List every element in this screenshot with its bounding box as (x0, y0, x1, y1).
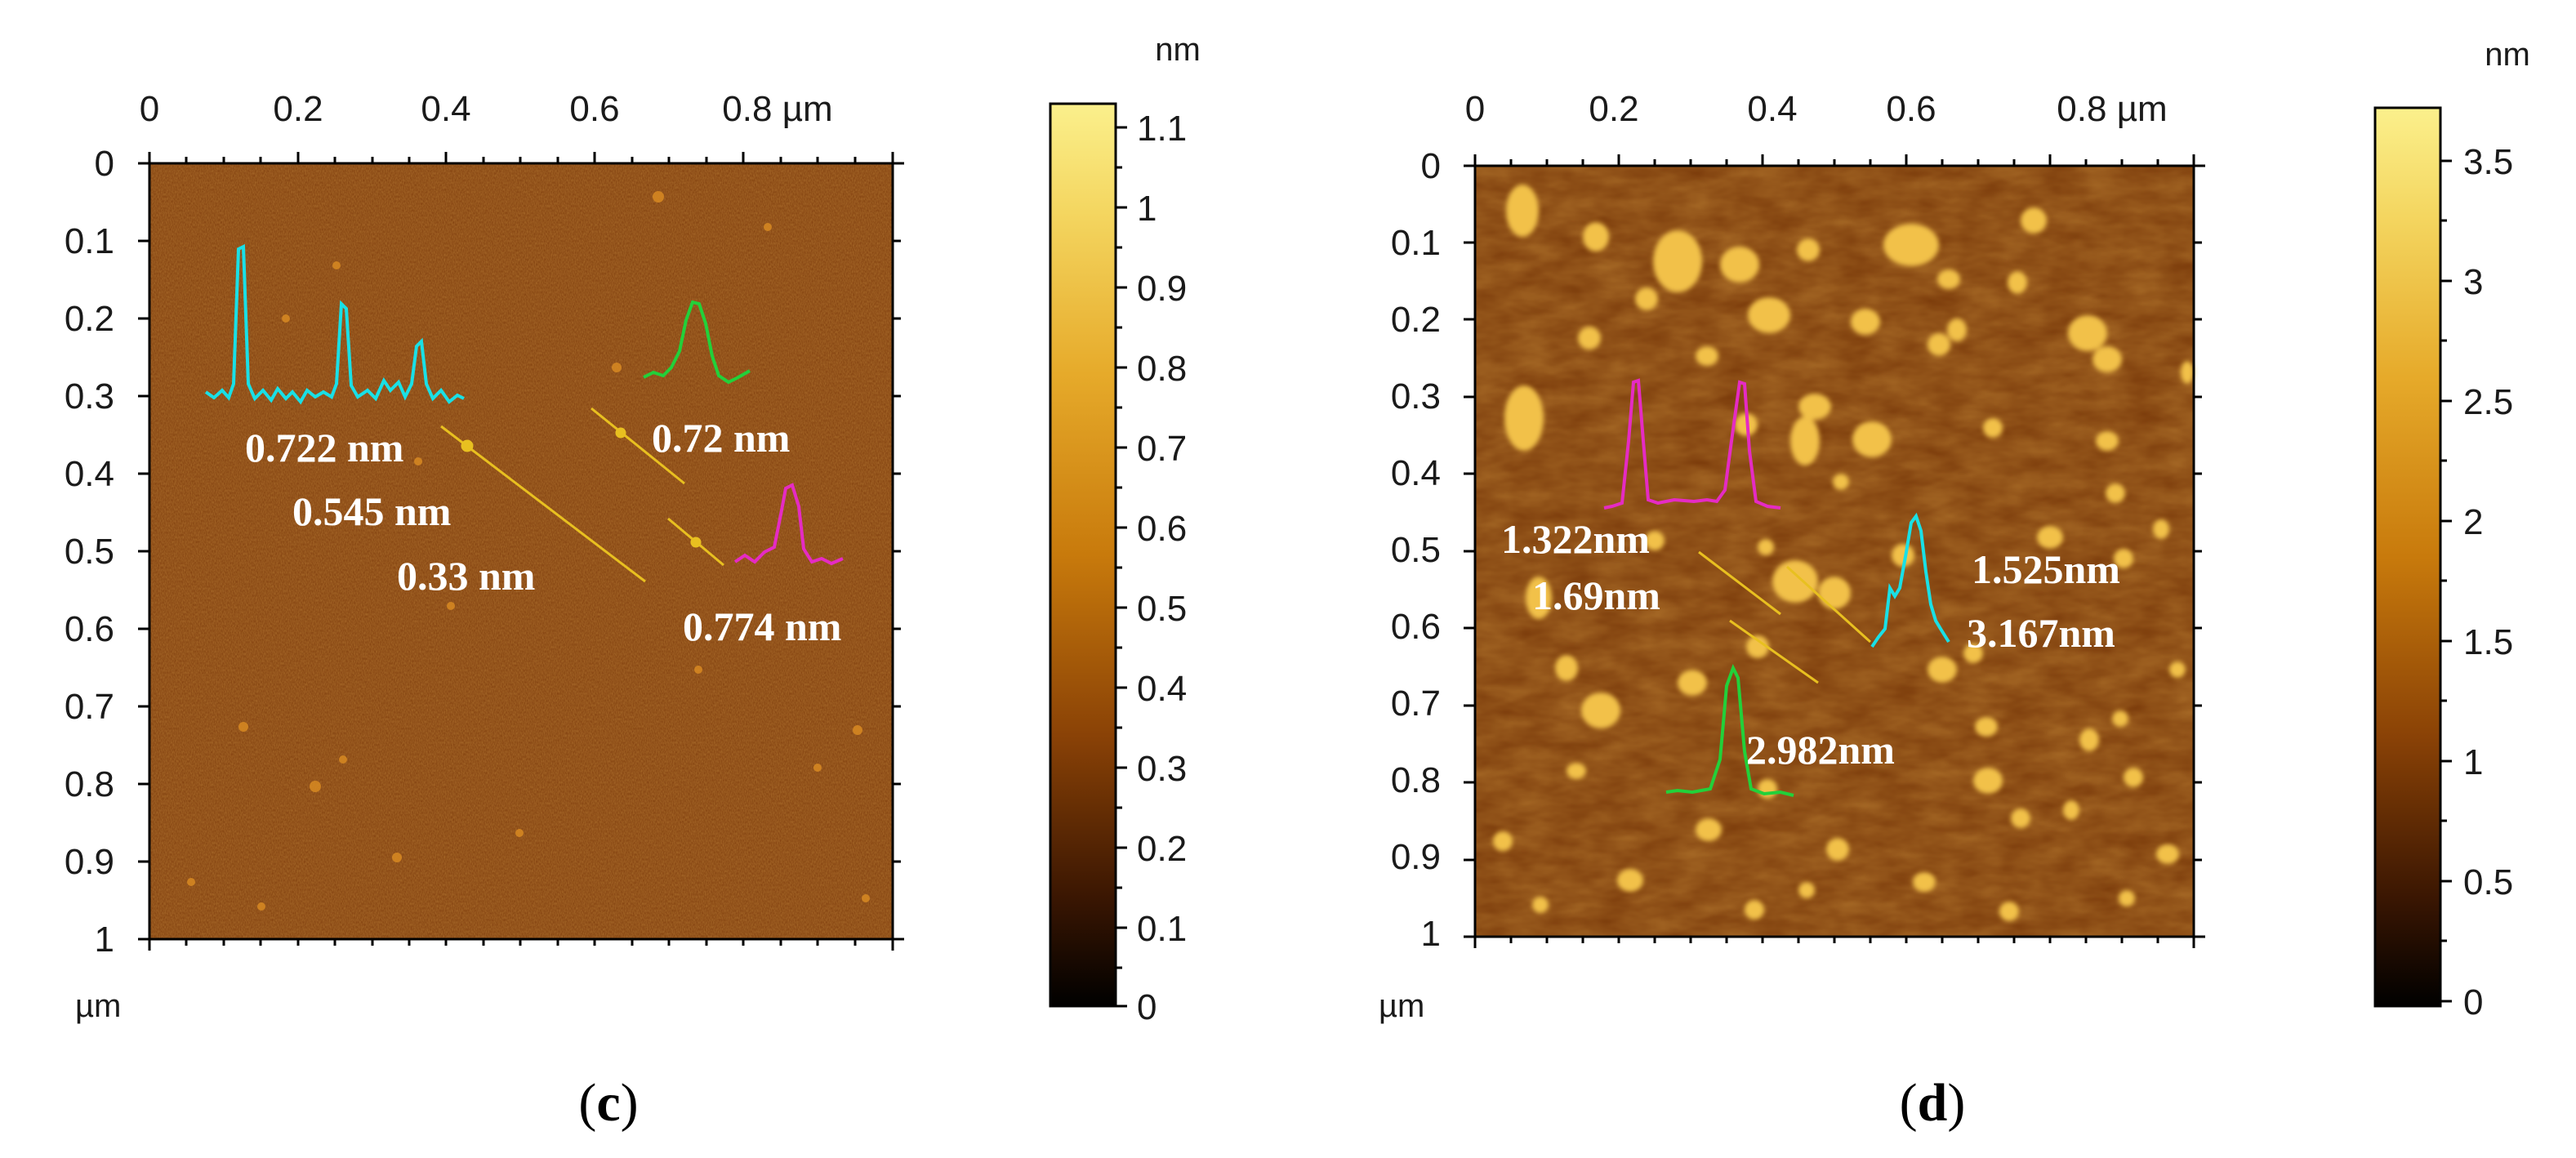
annotation-2982: 2.982nm (1746, 727, 1895, 773)
y-tick-5: 0.5 (65, 532, 114, 572)
cbar-tick-5: 0.6 (1137, 509, 1187, 549)
height-profile-green-c (643, 300, 751, 385)
y-tick-10: 1 (1421, 914, 1441, 954)
y-tick-4: 0.4 (65, 454, 114, 494)
annotation-072: 0.72 nm (652, 415, 790, 461)
y-tick-7: 0.7 (1391, 684, 1441, 724)
cbar-tick-2: 0.9 (1137, 269, 1187, 309)
y-tick-9: 0.9 (1391, 837, 1441, 877)
height-profile-cyan-d (1870, 512, 1950, 648)
y-tick-0: 0 (1421, 146, 1441, 186)
y-tick-2: 0.2 (1391, 300, 1441, 340)
x-tick-4: 0.8 µm (2057, 89, 2167, 129)
scan-lines-d (1698, 550, 1872, 684)
y-tick-7: 0.7 (65, 687, 114, 727)
cbar-tick-7: 0 (2463, 982, 2483, 1022)
x-tick-2: 0.4 (1747, 89, 1797, 129)
axis-ticks-c (138, 152, 904, 951)
cbar-tick-6: 0.5 (1137, 589, 1187, 629)
cbar-tick-2: 2.5 (2463, 382, 2513, 422)
afm-image-d (1475, 166, 2194, 937)
cbar-tick-1: 3 (2463, 262, 2483, 302)
cbar-tick-3: 2 (2463, 502, 2483, 542)
cbar-tick-9: 0.2 (1137, 829, 1187, 869)
x-tick-1: 0.2 (273, 89, 323, 129)
height-profile-cyan-c (204, 243, 465, 405)
y-tick-9: 0.9 (65, 842, 114, 882)
x-axis-labels-d: 0 0.2 0.4 0.6 0.8 µm (1465, 89, 2168, 129)
annotation-0722: 0.722 nm (245, 425, 403, 470)
caption-d: (d) (1900, 1073, 1966, 1133)
height-profile-magenta-d (1603, 378, 1781, 510)
cbar-tick-3: 0.8 (1137, 349, 1187, 389)
y-unit-label: µm (1379, 988, 1424, 1024)
y-tick-10: 1 (95, 920, 114, 960)
y-unit-label: µm (75, 988, 121, 1024)
y-tick-8: 0.8 (65, 764, 114, 804)
y-tick-3: 0.3 (1391, 376, 1441, 416)
cbar-tick-4: 1.5 (2463, 622, 2513, 662)
y-axis-labels-c: 0 0.1 0.2 0.3 0.4 0.5 0.6 0.7 0.8 0.9 1 (65, 144, 114, 960)
y-tick-3: 0.3 (65, 376, 114, 416)
annotation-1525: 1.525nm (1972, 546, 2120, 592)
annotation-169: 1.69nm (1532, 572, 1660, 618)
height-profile-magenta-c (733, 483, 844, 566)
y-tick-1: 0.1 (1391, 223, 1441, 263)
annotation-1322: 1.322nm (1501, 516, 1650, 562)
annotation-0774: 0.774 nm (683, 603, 841, 649)
colorbar-unit: nm (2485, 37, 2530, 73)
cbar-tick-7: 0.4 (1137, 669, 1187, 709)
cbar-tick-6: 0.5 (2463, 862, 2513, 902)
cbar-tick-1: 1 (1137, 189, 1157, 229)
x-tick-3: 0.6 (1886, 89, 1936, 129)
annotation-3167: 3.167nm (1967, 610, 2115, 656)
x-tick-4: 0.8 µm (722, 89, 832, 129)
annotation-0545: 0.545 nm (292, 488, 451, 534)
y-tick-6: 0.6 (1391, 607, 1441, 647)
x-axis-labels-c: 0 0.2 0.4 0.6 0.8 µm (140, 89, 833, 129)
cbar-tick-8: 0.3 (1137, 749, 1187, 789)
y-tick-4: 0.4 (1391, 453, 1441, 493)
annotations-d: 1.322nm 1.69nm 1.525nm 3.167nm 2.982nm (1501, 516, 2120, 773)
axis-ticks-d (1464, 154, 2205, 948)
y-tick-8: 0.8 (1391, 760, 1441, 800)
cbar-tick-0: 3.5 (2463, 142, 2513, 182)
colorbar-unit: nm (1155, 32, 1201, 68)
x-tick-1: 0.2 (1589, 89, 1638, 129)
caption-c: (c) (578, 1073, 638, 1133)
colorbar-d: nm 3.5 3 2.5 2 1.5 1 0.5 0 (2373, 37, 2530, 1022)
height-profile-green-d (1665, 663, 1794, 797)
x-tick-0: 0 (1465, 89, 1485, 129)
annotation-033: 0.33 nm (397, 553, 535, 599)
y-tick-6: 0.6 (65, 609, 114, 649)
afm-panel-d: 0 0.2 0.4 0.6 0.8 µm 0 0.1 0.2 0.3 0.4 0… (1379, 37, 2530, 1133)
colorbar-c: nm 1.1 1 0.9 0.8 0.7 0.6 0.5 0.4 0.3 0.2… (1049, 32, 1201, 1027)
annotations-c: 0.722 nm 0.545 nm 0.33 nm 0.72 nm 0.774 … (245, 415, 841, 649)
y-tick-5: 0.5 (1391, 530, 1441, 570)
y-axis-labels-d: 0 0.1 0.2 0.3 0.4 0.5 0.6 0.7 0.8 0.9 1 (1391, 146, 1441, 954)
afm-panel-c: 0 0.2 0.4 0.6 0.8 µm 0 0.1 0.2 0.3 0.4 0… (65, 32, 1201, 1133)
x-tick-3: 0.6 (569, 89, 619, 129)
cbar-tick-4: 0.7 (1137, 429, 1187, 469)
y-tick-2: 0.2 (65, 299, 114, 339)
x-tick-2: 0.4 (421, 89, 470, 129)
afm-image-c (149, 163, 893, 939)
cbar-tick-0: 1.1 (1137, 109, 1187, 149)
x-tick-0: 0 (140, 89, 159, 129)
y-tick-1: 0.1 (65, 221, 114, 261)
cbar-tick-5: 1 (2463, 742, 2483, 782)
scan-lines-c (440, 407, 724, 583)
cbar-tick-10: 0.1 (1137, 909, 1187, 949)
y-tick-0: 0 (95, 144, 114, 184)
cbar-tick-11: 0 (1137, 987, 1157, 1027)
